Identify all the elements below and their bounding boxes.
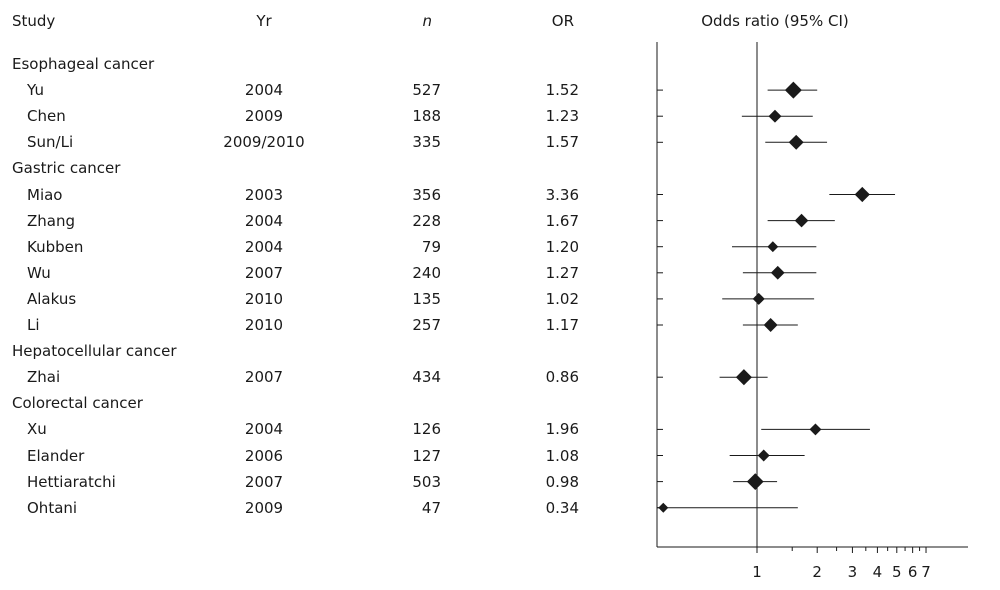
- study-year: 2003: [244, 185, 284, 204]
- point-estimate: [767, 241, 779, 253]
- study-or: 1.02: [545, 289, 579, 308]
- study-name: Zhang: [27, 211, 76, 230]
- group-label: Colorectal cancer: [12, 394, 143, 413]
- study-n: 188: [412, 107, 441, 126]
- study-year: 2009: [244, 107, 284, 126]
- study-name: Li: [27, 316, 40, 334]
- x-tick-label: 7: [921, 563, 931, 581]
- header-year: Yr: [256, 12, 272, 30]
- study-or: 1.23: [545, 107, 579, 126]
- point-estimate: [658, 502, 669, 513]
- study-n: 135: [412, 289, 441, 308]
- study-name: Xu: [27, 420, 47, 439]
- study-year: 2007: [244, 368, 284, 387]
- x-tick-label: 4: [873, 563, 883, 581]
- point-estimate: [746, 473, 764, 490]
- study-name: Kubben: [27, 237, 84, 256]
- x-tick-label: 2: [812, 563, 822, 581]
- study-or: 0.34: [545, 498, 579, 517]
- study-n: 127: [412, 446, 441, 465]
- header-odds-ratio: Odds ratio (95% CI): [701, 12, 849, 30]
- study-year: 2010: [244, 316, 284, 334]
- study-name: Chen: [27, 107, 66, 126]
- study-year: 2007: [244, 472, 284, 491]
- study-or: 1.20: [545, 237, 579, 256]
- study-or: 1.17: [545, 316, 579, 334]
- study-or: 0.98: [545, 472, 579, 491]
- study-year: 2004: [244, 420, 284, 439]
- study-year: 2009: [244, 498, 284, 517]
- header-study: Study: [12, 12, 56, 30]
- study-n: 434: [412, 368, 441, 387]
- study-n: 47: [421, 498, 441, 517]
- study-n: 335: [412, 133, 441, 152]
- study-year: 2007: [244, 263, 284, 282]
- x-tick-label: 1: [752, 563, 762, 581]
- study-n: 228: [412, 211, 441, 230]
- point-estimate: [735, 369, 752, 386]
- point-estimate: [784, 81, 802, 99]
- study-or: 3.36: [545, 185, 579, 204]
- study-name: Wu: [27, 263, 51, 282]
- study-or: 1.08: [545, 446, 579, 465]
- study-n: 503: [412, 472, 441, 491]
- study-n: 240: [412, 263, 441, 282]
- x-tick-label: 6: [908, 563, 918, 581]
- study-or: 0.86: [545, 368, 579, 387]
- header-n: n: [422, 12, 432, 30]
- study-name: Zhai: [27, 368, 61, 387]
- study-name: Ohtani: [27, 498, 78, 517]
- study-year: 2009/2010: [223, 133, 305, 152]
- x-tick-label: 3: [848, 563, 858, 581]
- point-estimate: [768, 109, 782, 123]
- point-estimate: [757, 449, 770, 462]
- point-estimate: [752, 292, 765, 305]
- study-or: 1.67: [545, 211, 579, 230]
- study-name: Miao: [27, 185, 63, 204]
- study-name: Hettiaratchi: [27, 472, 116, 491]
- study-year: 2004: [244, 81, 284, 100]
- study-or: 1.27: [545, 263, 579, 282]
- point-estimate: [809, 423, 822, 436]
- point-estimate: [788, 134, 804, 150]
- study-year: 2004: [244, 237, 284, 256]
- study-or: 1.57: [545, 133, 579, 152]
- study-n: 356: [412, 185, 441, 204]
- group-label: Hepatocellular cancer: [12, 342, 177, 361]
- study-n: 257: [412, 316, 441, 334]
- header-or: OR: [551, 12, 574, 30]
- study-name: Sun/Li: [27, 133, 74, 152]
- group-label: Esophageal cancer: [12, 55, 155, 73]
- study-name: Alakus: [27, 289, 77, 308]
- point-estimate: [794, 213, 809, 228]
- study-n: 79: [421, 237, 441, 256]
- x-tick-label: 5: [892, 563, 902, 581]
- study-name: Elander: [27, 446, 85, 465]
- study-or: 1.96: [545, 420, 579, 439]
- study-year: 2004: [244, 211, 284, 230]
- study-or: 1.52: [545, 81, 579, 100]
- study-name: Yu: [27, 81, 44, 100]
- study-n: 126: [412, 420, 441, 439]
- group-label: Gastric cancer: [12, 159, 121, 178]
- point-estimate: [770, 265, 785, 280]
- point-estimate: [854, 186, 870, 203]
- point-estimate: [763, 318, 778, 332]
- study-year: 2010: [244, 289, 284, 308]
- study-n: 527: [412, 81, 441, 100]
- study-year: 2006: [244, 446, 284, 465]
